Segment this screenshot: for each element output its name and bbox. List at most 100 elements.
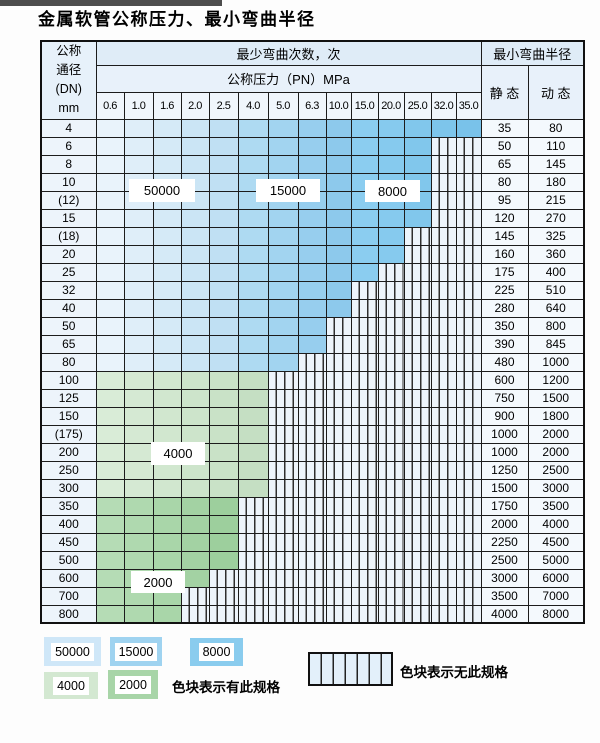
spec-cell [180, 532, 210, 552]
spec-cell [152, 280, 182, 300]
spec-cell [267, 604, 299, 624]
spec-cell [455, 190, 482, 210]
spec-cell [95, 586, 125, 606]
spec-cell [350, 442, 379, 462]
dynamic-value-cell: 2000 [527, 424, 585, 444]
spec-cell [403, 532, 432, 552]
spec-cell [455, 496, 482, 516]
spec-cell [208, 352, 239, 372]
spec-cell [455, 514, 482, 534]
spec-cell [95, 604, 125, 624]
dn-cell: 25 [40, 262, 97, 282]
table-row: 65 390 845 [40, 334, 585, 354]
spec-cell [325, 298, 352, 318]
spec-cell [455, 406, 482, 426]
spec-cell [208, 172, 239, 192]
spec-cell [377, 118, 405, 138]
spec-cell [208, 298, 239, 318]
spec-cell [152, 532, 182, 552]
spec-cell [267, 388, 299, 408]
spec-cell [152, 316, 182, 336]
spec-cell [377, 352, 405, 372]
dynamic-value-cell: 1500 [527, 388, 585, 408]
spec-cell [377, 532, 405, 552]
spec-cell [180, 208, 210, 228]
spec-cell [297, 478, 327, 498]
spec-cell [208, 532, 239, 552]
spec-cell [297, 352, 327, 372]
spec-cell [237, 262, 269, 282]
dynamic-value-cell: 1000 [527, 352, 585, 372]
spec-cell [123, 604, 154, 624]
dynamic-value-cell: 4000 [527, 514, 585, 534]
spec-cell [377, 298, 405, 318]
dn-cell: 20 [40, 244, 97, 264]
spec-cell [325, 208, 352, 228]
spec-cell [208, 136, 239, 156]
spec-cell [180, 226, 210, 246]
static-value-cell: 145 [480, 226, 529, 246]
dn-cell: 15 [40, 208, 97, 228]
spec-cell [377, 208, 405, 228]
spec-cell [123, 280, 154, 300]
spec-cell [297, 550, 327, 570]
table-row: 6 50 110 [40, 136, 585, 156]
dynamic-value-cell: 3000 [527, 478, 585, 498]
spec-cell [455, 154, 482, 174]
dynamic-value-cell: 800 [527, 316, 585, 336]
dynamic-value-cell: 325 [527, 226, 585, 246]
legend-unavailable-text: 色块表示无此规格 [400, 665, 508, 680]
dn-cell: 10 [40, 172, 97, 192]
spec-cell [403, 586, 432, 606]
spec-cell [180, 568, 210, 588]
spec-cell [180, 550, 210, 570]
spec-cell [325, 460, 352, 480]
min-bend-cycles-header: 最少弯曲次数，次 [95, 40, 482, 66]
spec-cell [297, 496, 327, 516]
table-row: 20 160 360 [40, 244, 585, 264]
spec-cell [95, 136, 125, 156]
dn-header-line: 公称 [56, 44, 82, 59]
dn-cell: 6 [40, 136, 97, 156]
spec-cell [297, 154, 327, 174]
spec-cell [325, 388, 352, 408]
dynamic-value-cell: 400 [527, 262, 585, 282]
spec-cell [430, 154, 457, 174]
spec-cell [350, 568, 379, 588]
spec-cell [237, 226, 269, 246]
legend: 50000 15000 8000 4000 2000 色块表示有此规格 色块表示… [0, 635, 600, 715]
spec-cell [208, 586, 239, 606]
pn-value-header: 2.0 [180, 91, 210, 120]
legend-swatch-50000: 50000 [44, 637, 101, 666]
spec-cell [455, 244, 482, 264]
static-value-cell: 1000 [480, 424, 529, 444]
spec-cell [237, 514, 269, 534]
spec-cell [403, 208, 432, 228]
spec-cell [350, 586, 379, 606]
spec-cell [455, 118, 482, 138]
pn-value-header: 25.0 [403, 91, 432, 120]
spec-cell [152, 514, 182, 534]
spec-cell [403, 514, 432, 534]
spec-cell [325, 532, 352, 552]
spec-cell [95, 496, 125, 516]
spec-cell [350, 262, 379, 282]
spec-cell [95, 262, 125, 282]
spec-cell [403, 604, 432, 624]
spec-cell [152, 370, 182, 390]
spec-cell [95, 514, 125, 534]
spec-cell [403, 334, 432, 354]
table-row: 450 2250 4500 [40, 532, 585, 552]
spec-cell [350, 406, 379, 426]
spec-cell [208, 280, 239, 300]
dynamic-value-cell: 1800 [527, 406, 585, 426]
spec-cell [455, 370, 482, 390]
static-value-cell: 2000 [480, 514, 529, 534]
spec-cell [208, 334, 239, 354]
spec-cell [325, 136, 352, 156]
spec-cell [430, 532, 457, 552]
spec-cell [267, 298, 299, 318]
spec-cell [208, 154, 239, 174]
spec-cell [430, 190, 457, 210]
pn-value-header: 1.6 [152, 91, 182, 120]
